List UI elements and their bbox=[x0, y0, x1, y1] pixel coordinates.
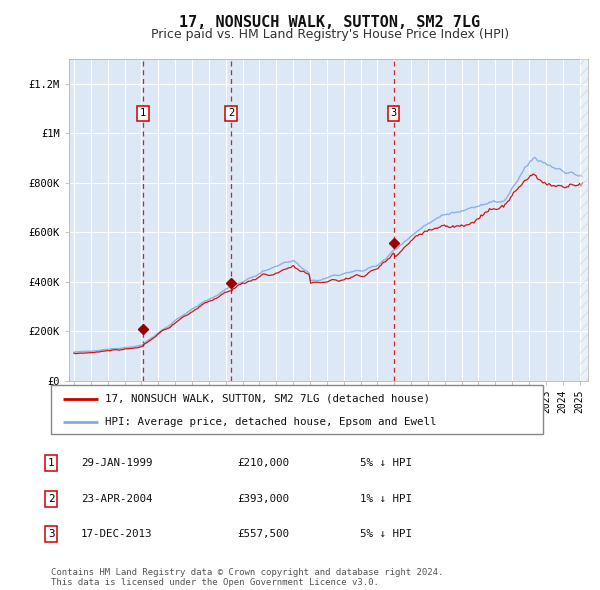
Text: £210,000: £210,000 bbox=[237, 458, 289, 468]
Text: 1: 1 bbox=[48, 458, 54, 468]
Text: HPI: Average price, detached house, Epsom and Ewell: HPI: Average price, detached house, Epso… bbox=[105, 417, 437, 427]
Text: 23-APR-2004: 23-APR-2004 bbox=[81, 494, 152, 503]
Text: 5% ↓ HPI: 5% ↓ HPI bbox=[360, 458, 412, 468]
Text: 3: 3 bbox=[391, 109, 397, 119]
Text: 2: 2 bbox=[48, 494, 54, 503]
Text: 1: 1 bbox=[140, 109, 146, 119]
Text: 17, NONSUCH WALK, SUTTON, SM2 7LG (detached house): 17, NONSUCH WALK, SUTTON, SM2 7LG (detac… bbox=[105, 394, 430, 404]
Text: 17, NONSUCH WALK, SUTTON, SM2 7LG: 17, NONSUCH WALK, SUTTON, SM2 7LG bbox=[179, 15, 481, 30]
Text: 1% ↓ HPI: 1% ↓ HPI bbox=[360, 494, 412, 503]
Text: Price paid vs. HM Land Registry's House Price Index (HPI): Price paid vs. HM Land Registry's House … bbox=[151, 28, 509, 41]
Text: Contains HM Land Registry data © Crown copyright and database right 2024.
This d: Contains HM Land Registry data © Crown c… bbox=[51, 568, 443, 587]
Text: 29-JAN-1999: 29-JAN-1999 bbox=[81, 458, 152, 468]
Text: 5% ↓ HPI: 5% ↓ HPI bbox=[360, 529, 412, 539]
Text: 3: 3 bbox=[48, 529, 54, 539]
Text: £557,500: £557,500 bbox=[237, 529, 289, 539]
Text: 2: 2 bbox=[228, 109, 234, 119]
Text: £393,000: £393,000 bbox=[237, 494, 289, 503]
FancyBboxPatch shape bbox=[51, 385, 543, 434]
Text: 17-DEC-2013: 17-DEC-2013 bbox=[81, 529, 152, 539]
